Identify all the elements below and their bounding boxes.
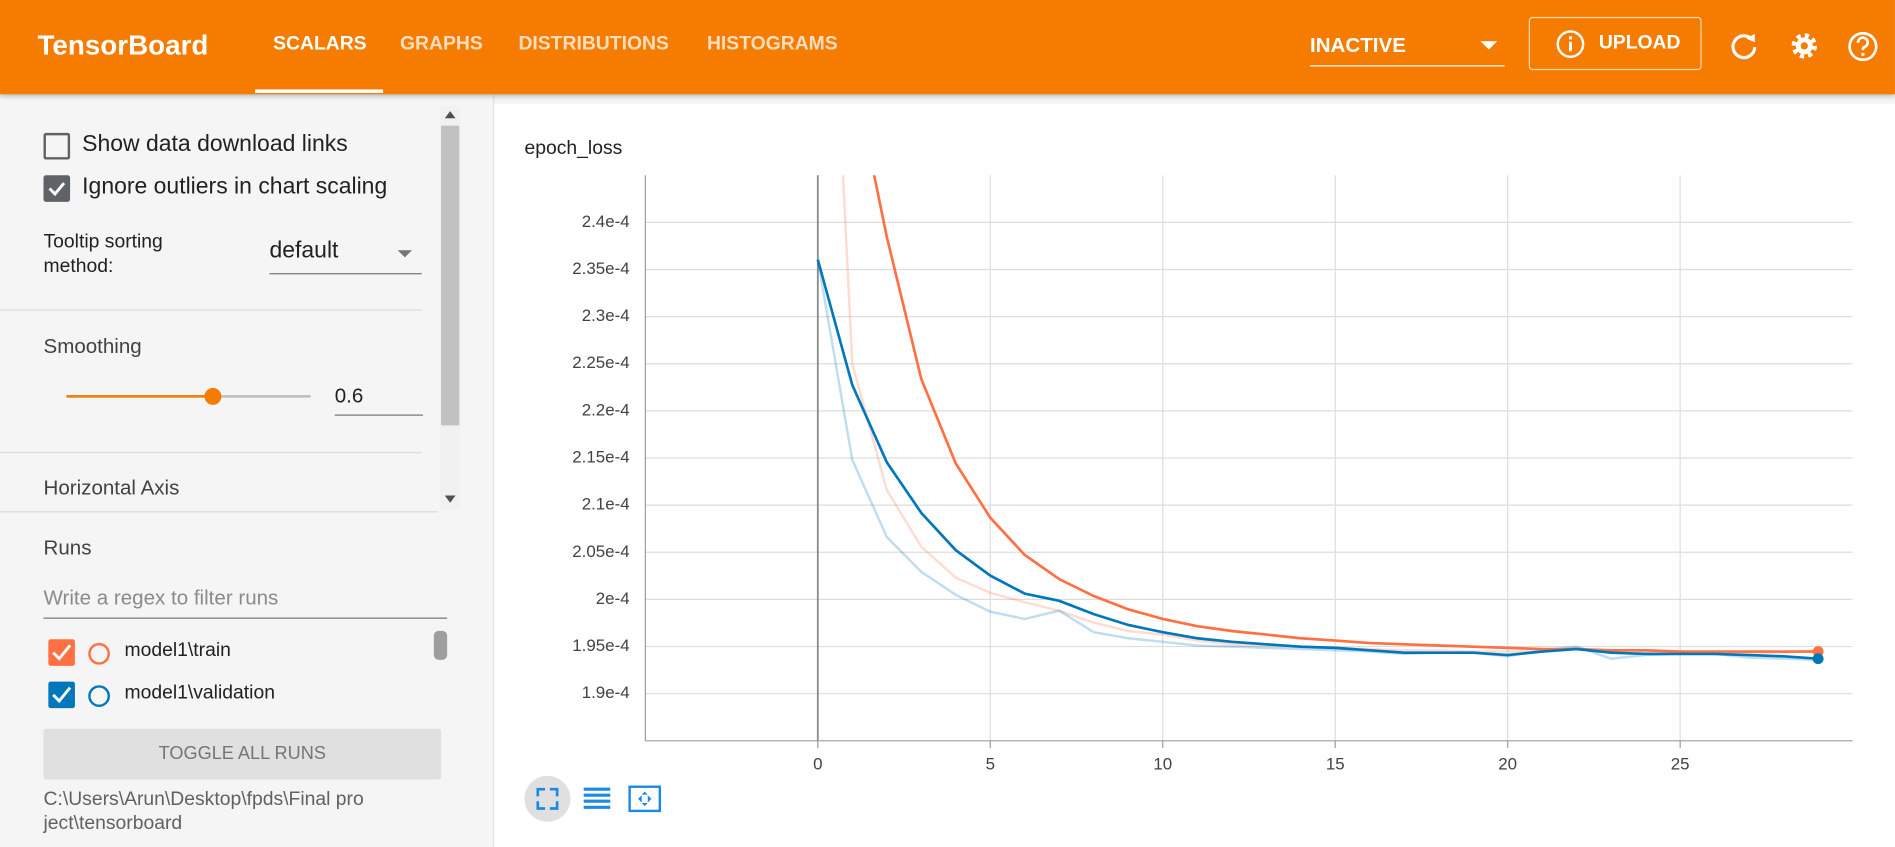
scrollbar-thumb[interactable] (441, 125, 460, 426)
run-name: model1\train (124, 640, 231, 662)
run-name: model1\validation (124, 682, 275, 704)
upload-button[interactable]: UPLOAD (1528, 16, 1702, 71)
y-tick-label: 2.05e-4 (572, 542, 629, 561)
expand-icon (638, 791, 652, 807)
tab[interactable]: GRAPHS (400, 33, 483, 55)
refresh-icon[interactable] (1728, 30, 1759, 61)
run-filter-input[interactable]: Write a regex to filter runs (43, 586, 448, 619)
separator (0, 511, 438, 513)
y-tick-label: 2e-4 (596, 589, 630, 608)
smoothed-line (872, 175, 1819, 653)
app-title: TensorBoard (37, 29, 209, 61)
x-tick-label: 0 (813, 754, 822, 773)
settings-icon[interactable] (1787, 29, 1821, 63)
run-list-scrollbar[interactable] (433, 630, 448, 660)
y-tick-label: 2.3e-4 (582, 306, 630, 325)
upload-label: UPLOAD (1598, 32, 1681, 54)
x-tick-label: 5 (986, 754, 995, 773)
y-tick-label: 2.35e-4 (572, 259, 629, 278)
toggle-all-label: TOGGLE ALL RUNS (158, 743, 326, 764)
x-tick-label: 15 (1326, 754, 1345, 773)
tooltip-sort-label: Tooltip sorting method: (43, 232, 163, 277)
slider-thumb (204, 387, 222, 405)
smoothing-input[interactable]: 0.6 (334, 384, 423, 416)
checkbox-label: Ignore outliers in chart scaling (82, 174, 388, 200)
tab[interactable]: HISTOGRAMS (706, 33, 838, 55)
x-tick-label: 20 (1498, 754, 1517, 773)
x-tick-label: 10 (1153, 754, 1172, 773)
run-status: INACTIVE (1310, 33, 1406, 57)
tooltip-sort-value: default (269, 238, 339, 264)
scroll-down[interactable] (444, 495, 456, 503)
log-scale-button[interactable] (583, 787, 611, 809)
y-tick-label: 2.25e-4 (572, 353, 629, 372)
scrollbar (439, 106, 461, 510)
horizontal-axis-label: Horizontal Axis (43, 476, 180, 500)
tooltip-sort-dropdown[interactable]: default (269, 238, 422, 275)
y-tick-label: 2.2e-4 (582, 400, 630, 419)
fit-icon (536, 787, 559, 810)
run-color-radio[interactable] (88, 642, 110, 665)
last-point (1812, 653, 1824, 665)
run-checkbox[interactable] (48, 681, 75, 709)
smoothing-value: 0.6 (334, 384, 364, 408)
y-tick-label: 2.15e-4 (572, 447, 629, 466)
run-filter-placeholder: Write a regex to filter runs (43, 586, 279, 610)
separator (0, 451, 422, 454)
sidebar: Show data download links Ignore outliers… (0, 94, 495, 847)
fit-domain-button[interactable] (524, 775, 571, 822)
smoothing-label: Smoothing (43, 334, 142, 358)
run-status-dropdown[interactable]: INACTIVE (1310, 34, 1505, 67)
expand-button[interactable] (628, 785, 662, 813)
toggle-all-runs-button[interactable]: TOGGLE ALL RUNS (43, 728, 442, 780)
y-tick-label: 1.9e-4 (582, 683, 630, 702)
y-tick-label: 1.95e-4 (572, 636, 629, 655)
smoothing-slider[interactable] (60, 382, 319, 411)
help-icon[interactable] (1847, 30, 1880, 63)
info-icon (1556, 30, 1585, 59)
checkmark (52, 686, 72, 704)
checkbox-label: Show data download links (82, 131, 348, 158)
checkbox[interactable] (43, 132, 71, 160)
chart-title: epoch_loss (524, 138, 622, 159)
chart: epoch_loss 1.9e-4 1.95e-4 2e-4 2.05e-4 2.1e-… (524, 138, 1853, 822)
checkbox-checked[interactable] (43, 175, 71, 202)
raw-line (841, 175, 1819, 654)
y-tick-label: 2.1e-4 (582, 495, 630, 514)
top-bar: TensorBoard SCALARS GRAPHS DISTRIBUTIONS… (0, 0, 1895, 95)
checkmark (52, 644, 72, 661)
chart-card (494, 103, 1895, 847)
run-checkbox[interactable] (48, 639, 75, 666)
log-directory: C:\Users\Arun\Desktop\fpds\Final project… (43, 789, 364, 834)
run-color-radio[interactable] (88, 685, 110, 707)
runs-label: Runs (43, 536, 92, 560)
smoothed-line (816, 259, 1819, 661)
y-tick-label: 2.4e-4 (582, 212, 630, 231)
tab[interactable]: DISTRIBUTIONS (518, 33, 669, 55)
scroll-up[interactable] (444, 111, 456, 119)
tab[interactable]: SCALARS (273, 33, 367, 55)
dropdown-caret (1480, 41, 1498, 50)
tab-indicator (254, 89, 384, 94)
x-tick-label: 25 (1671, 754, 1690, 773)
dropdown-caret (397, 250, 413, 258)
separator (0, 309, 422, 311)
checkmark (48, 182, 66, 197)
